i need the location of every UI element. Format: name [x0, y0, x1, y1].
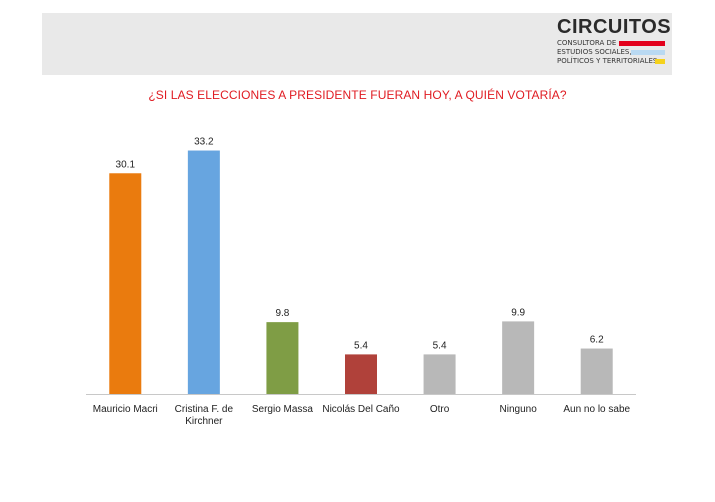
- logo-line-1: CONSULTORA DE: [557, 39, 617, 47]
- data-label-6: 6.2: [590, 335, 604, 346]
- data-label-0: 30.1: [116, 159, 136, 170]
- category-label-0: Mauricio Macri: [93, 404, 158, 415]
- bar-2: [266, 322, 299, 394]
- logo-bar-red: [619, 41, 665, 46]
- data-label-1: 33.2: [194, 137, 214, 148]
- logo-line-2: ESTUDIOS SOCIALES,: [557, 48, 632, 56]
- category-label-4: Otro: [430, 404, 450, 415]
- bar-5: [502, 321, 535, 394]
- category-label-1-0: Cristina F. de: [175, 404, 234, 415]
- data-label-5: 9.9: [511, 307, 525, 318]
- data-label-2: 9.8: [275, 308, 289, 319]
- bar-1: [187, 150, 220, 394]
- category-label-5: Ninguno: [500, 404, 538, 415]
- logo-title: CIRCUITOS: [557, 16, 672, 38]
- logo-bar-yellow: [655, 59, 665, 64]
- category-label-6: Aun no lo sabe: [563, 404, 630, 415]
- logo-bar-blue: [631, 50, 665, 55]
- bar-0: [109, 173, 142, 394]
- bar-6: [580, 348, 613, 394]
- circuitos-logo: CIRCUITOS CONSULTORA DE ESTUDIOS SOCIALE…: [557, 16, 672, 72]
- chart-title: ¿SI LAS ELECCIONES A PRESIDENTE FUERAN H…: [148, 88, 567, 102]
- header-band: [42, 13, 672, 75]
- bar-4: [423, 354, 456, 394]
- data-label-4: 5.4: [433, 340, 447, 351]
- bar-3: [345, 354, 377, 394]
- category-label-2: Sergio Massa: [252, 404, 314, 415]
- logo-line-3: POLÍTICOS Y TERRITORIALES: [557, 57, 658, 65]
- category-label-1-1: Kirchner: [185, 416, 223, 427]
- category-label-3: Nicolás Del Caño: [322, 404, 400, 415]
- data-label-3: 5.4: [354, 340, 368, 351]
